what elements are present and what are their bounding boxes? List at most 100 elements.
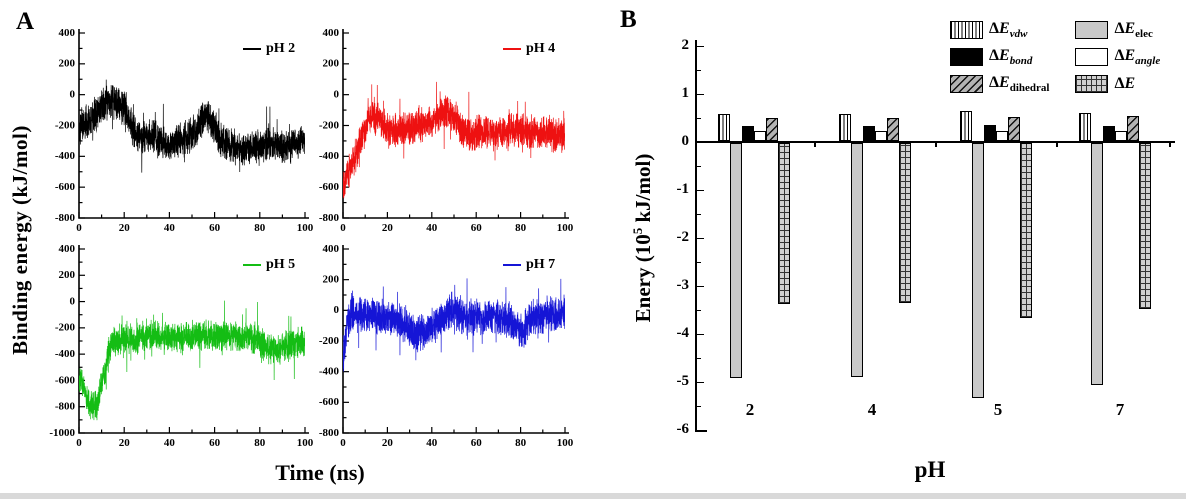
- b-y-minor-tick: [697, 117, 701, 119]
- b-y-tick-label: 2: [681, 37, 690, 53]
- bar-total-ph4: [899, 143, 911, 303]
- bar-dihedral-ph5: [1008, 117, 1020, 141]
- b-legend-swatch-vstripe-icon: [950, 21, 983, 40]
- bar-elec-ph2: [730, 143, 742, 378]
- legend-line-sample: [503, 264, 521, 266]
- panel-b: B Enery (105 kJ/mol) 2 1 0 -1 -2 -3 -4 -5 -6 2 4 5 7…: [612, 0, 1186, 499]
- legend-series-label: pH 4: [526, 41, 556, 56]
- legend-line-sample: [503, 48, 521, 50]
- subplot-legend-ph-2: pH 2: [243, 41, 295, 57]
- b-y-axis-spine: [695, 40, 697, 432]
- b-y-minor-tick: [697, 213, 701, 215]
- legend-series-label: pH 7: [526, 257, 556, 272]
- b-y-major-tick: [697, 333, 704, 335]
- bar-total-ph5: [1020, 143, 1032, 318]
- b-y-tick-label: -1: [676, 181, 690, 197]
- bar-angle-ph5: [996, 131, 1008, 141]
- b-y-tick-label: -5: [676, 373, 690, 389]
- b-y-minor-tick: [697, 69, 701, 71]
- b-zero-tick-2: [1056, 143, 1058, 147]
- bar-dihedral-ph4: [887, 118, 899, 141]
- b-category-label-ph4: 4: [867, 400, 877, 419]
- b-y-major-tick: [697, 429, 704, 431]
- b-y-major-tick: [697, 45, 704, 47]
- b-y-minor-tick: [697, 165, 701, 167]
- bar-total-ph7: [1139, 143, 1151, 309]
- b-y-minor-tick: [697, 261, 701, 263]
- subplot-legend-ph-5: pH 5: [243, 257, 295, 273]
- b-category-label-ph5: 5: [993, 400, 1003, 419]
- b-y-tick-label: -4: [676, 325, 690, 341]
- bar-total-ph2: [778, 143, 790, 304]
- legend-line-sample: [243, 48, 261, 50]
- b-x-axis-stub: [695, 430, 707, 432]
- b-y-tick-label: -3: [676, 277, 690, 293]
- b-y-tick-label: 1: [681, 85, 690, 101]
- b-legend-entry-vdw: ΔEvdw: [950, 20, 1049, 40]
- b-legend-label: ΔEelec: [1114, 20, 1153, 41]
- b-y-major-tick: [697, 237, 704, 239]
- b-y-tick-label: -2: [676, 229, 690, 245]
- legend-series-label: pH 2: [266, 41, 296, 56]
- panel-a: A Binding energy (kJ/mol) pH 2pH 4pH 5pH…: [0, 0, 612, 485]
- b-zero-line: [695, 141, 1175, 143]
- bar-elec-ph7: [1091, 143, 1103, 385]
- b-category-label-ph7: 7: [1115, 400, 1125, 419]
- b-zero-tick-3: [1169, 143, 1171, 147]
- b-y-major-tick: [697, 381, 704, 383]
- subplot-legend-ph-4: pH 4: [503, 41, 555, 57]
- b-zero-tick-0: [814, 143, 816, 147]
- b-y-minor-tick: [697, 309, 701, 311]
- bar-angle-ph4: [875, 131, 887, 141]
- panel-a-x-axis-title: Time (ns): [275, 460, 365, 485]
- b-legend-label: ΔEvdw: [989, 20, 1028, 41]
- b-legend-entry-total: ΔE: [1075, 74, 1160, 94]
- b-legend-label: ΔE: [1114, 75, 1136, 93]
- bar-vdw-ph2: [718, 114, 730, 141]
- b-legend-entry-dihedral: ΔEdihedral: [950, 74, 1050, 95]
- legend-series-label: pH 5: [266, 257, 296, 272]
- bottom-border: [0, 493, 1186, 499]
- panel-a-canvas: [0, 0, 612, 460]
- bar-angle-ph7: [1115, 131, 1127, 141]
- b-legend-swatch-white-icon: [1075, 48, 1109, 67]
- panel-b-legend: ΔEvdw ΔEelec ΔEbond ΔEangle ΔEdihedral ΔE: [950, 20, 1160, 95]
- b-y-tick-label: -6: [676, 421, 690, 437]
- bar-elec-ph4: [851, 143, 863, 377]
- b-y-major-tick: [697, 141, 704, 143]
- bar-vdw-ph7: [1079, 113, 1091, 141]
- b-y-major-tick: [697, 93, 704, 95]
- legend-line-sample: [243, 264, 261, 266]
- b-legend-entry-elec: ΔEelec: [1075, 20, 1160, 40]
- panel-b-label: B: [620, 6, 637, 33]
- b-zero-tick-1: [935, 143, 937, 147]
- bar-angle-ph2: [754, 131, 766, 141]
- b-category-label-ph2: 2: [745, 400, 755, 419]
- bar-bond-ph5: [984, 125, 996, 141]
- b-legend-label: ΔEdihedral: [989, 74, 1050, 95]
- b-y-minor-tick: [697, 405, 701, 407]
- subplot-legend-ph-7: pH 7: [503, 257, 555, 273]
- bar-elec-ph5: [972, 143, 984, 398]
- b-y-major-tick: [697, 285, 704, 287]
- bar-vdw-ph4: [839, 114, 851, 141]
- b-y-major-tick: [697, 189, 704, 191]
- b-legend-entry-angle: ΔEangle: [1075, 47, 1160, 67]
- bar-dihedral-ph7: [1127, 116, 1139, 141]
- b-legend-swatch-black-icon: [950, 48, 983, 67]
- b-legend-label: ΔEangle: [1114, 47, 1161, 68]
- b-legend-swatch-diag-icon: [950, 75, 983, 94]
- b-legend-swatch-gray-icon: [1075, 21, 1109, 40]
- bar-bond-ph4: [863, 126, 875, 141]
- b-y-minor-tick: [697, 357, 701, 359]
- bar-bond-ph7: [1103, 126, 1115, 141]
- panel-b-x-axis-title: pH: [914, 457, 946, 482]
- bar-vdw-ph5: [960, 111, 972, 141]
- b-y-tick-label: 0: [681, 133, 690, 149]
- bar-bond-ph2: [742, 126, 754, 141]
- b-legend-swatch-grid-icon: [1075, 75, 1109, 94]
- b-legend-entry-bond: ΔEbond: [950, 47, 1049, 67]
- b-legend-label: ΔEbond: [989, 47, 1033, 68]
- bar-dihedral-ph2: [766, 118, 778, 141]
